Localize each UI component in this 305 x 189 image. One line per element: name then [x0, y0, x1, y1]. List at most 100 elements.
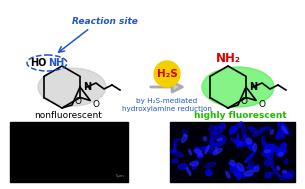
- Ellipse shape: [249, 127, 257, 133]
- Ellipse shape: [178, 164, 188, 169]
- Ellipse shape: [220, 123, 225, 129]
- Ellipse shape: [206, 170, 212, 176]
- Ellipse shape: [282, 125, 287, 133]
- Ellipse shape: [268, 152, 273, 160]
- Ellipse shape: [192, 160, 198, 169]
- Ellipse shape: [182, 130, 188, 133]
- Ellipse shape: [241, 123, 246, 139]
- Ellipse shape: [203, 146, 217, 154]
- Text: N: N: [83, 82, 91, 92]
- Ellipse shape: [226, 171, 230, 178]
- Ellipse shape: [183, 134, 186, 136]
- Ellipse shape: [278, 153, 283, 156]
- Text: highly fluorescent: highly fluorescent: [194, 112, 286, 121]
- Ellipse shape: [186, 167, 191, 176]
- Ellipse shape: [278, 143, 286, 157]
- Ellipse shape: [234, 165, 240, 180]
- Text: HO: HO: [30, 58, 46, 68]
- Text: O: O: [93, 100, 100, 109]
- Bar: [170, 122, 295, 182]
- Bar: [10, 122, 128, 182]
- Ellipse shape: [38, 68, 106, 106]
- Ellipse shape: [276, 150, 281, 156]
- Ellipse shape: [195, 147, 201, 156]
- Ellipse shape: [254, 166, 259, 172]
- Ellipse shape: [267, 126, 271, 130]
- Ellipse shape: [278, 122, 288, 132]
- Ellipse shape: [265, 153, 274, 165]
- Ellipse shape: [172, 159, 178, 163]
- Ellipse shape: [264, 161, 270, 166]
- Ellipse shape: [170, 150, 183, 157]
- Ellipse shape: [282, 147, 286, 154]
- Ellipse shape: [197, 153, 203, 159]
- Ellipse shape: [271, 166, 280, 177]
- Ellipse shape: [203, 137, 207, 141]
- Ellipse shape: [234, 173, 252, 177]
- Ellipse shape: [237, 134, 239, 148]
- Ellipse shape: [277, 128, 284, 138]
- Ellipse shape: [280, 171, 294, 179]
- Text: 5μm: 5μm: [115, 174, 124, 178]
- Ellipse shape: [249, 164, 259, 173]
- Ellipse shape: [246, 167, 258, 170]
- Ellipse shape: [237, 163, 244, 171]
- Ellipse shape: [197, 147, 205, 152]
- Ellipse shape: [283, 173, 293, 178]
- Ellipse shape: [194, 149, 199, 152]
- Text: by H₂S-mediated
hydroxylamine reduction: by H₂S-mediated hydroxylamine reduction: [122, 98, 212, 112]
- Ellipse shape: [248, 140, 254, 150]
- Ellipse shape: [264, 150, 270, 153]
- Ellipse shape: [277, 166, 280, 170]
- Ellipse shape: [270, 130, 274, 134]
- Ellipse shape: [269, 172, 273, 178]
- Text: O: O: [241, 97, 247, 105]
- Ellipse shape: [282, 170, 287, 173]
- Ellipse shape: [265, 172, 271, 177]
- Ellipse shape: [209, 125, 216, 133]
- Ellipse shape: [230, 160, 235, 165]
- Ellipse shape: [194, 149, 201, 153]
- Ellipse shape: [217, 138, 222, 141]
- Ellipse shape: [276, 133, 285, 140]
- Text: O: O: [259, 100, 266, 109]
- Ellipse shape: [230, 126, 235, 133]
- Ellipse shape: [245, 152, 255, 162]
- Ellipse shape: [230, 166, 236, 173]
- Ellipse shape: [181, 135, 187, 142]
- Ellipse shape: [216, 148, 217, 153]
- Text: nonfluorescent: nonfluorescent: [34, 112, 102, 121]
- Ellipse shape: [174, 143, 176, 153]
- Ellipse shape: [198, 153, 203, 157]
- Ellipse shape: [236, 141, 242, 145]
- Ellipse shape: [244, 170, 254, 176]
- Ellipse shape: [253, 144, 257, 152]
- Ellipse shape: [246, 138, 251, 144]
- Ellipse shape: [262, 136, 266, 148]
- Text: NH₂: NH₂: [216, 51, 241, 64]
- Text: Reaction site: Reaction site: [72, 18, 138, 26]
- Circle shape: [154, 61, 180, 87]
- Text: H₂S: H₂S: [157, 69, 178, 79]
- Ellipse shape: [284, 159, 288, 164]
- Ellipse shape: [241, 135, 249, 147]
- Ellipse shape: [189, 149, 191, 155]
- Ellipse shape: [213, 148, 222, 155]
- Ellipse shape: [235, 142, 253, 146]
- Ellipse shape: [265, 144, 281, 152]
- Ellipse shape: [248, 161, 254, 168]
- Ellipse shape: [215, 126, 222, 133]
- Ellipse shape: [205, 145, 210, 154]
- Ellipse shape: [173, 139, 181, 142]
- Text: O: O: [74, 97, 81, 105]
- Text: NH: NH: [48, 58, 64, 68]
- Ellipse shape: [230, 122, 242, 135]
- Ellipse shape: [210, 142, 225, 148]
- Ellipse shape: [210, 133, 226, 141]
- Ellipse shape: [229, 163, 244, 172]
- Ellipse shape: [281, 127, 289, 134]
- Ellipse shape: [210, 139, 214, 145]
- Ellipse shape: [231, 138, 242, 147]
- Ellipse shape: [262, 150, 272, 156]
- Ellipse shape: [202, 67, 274, 107]
